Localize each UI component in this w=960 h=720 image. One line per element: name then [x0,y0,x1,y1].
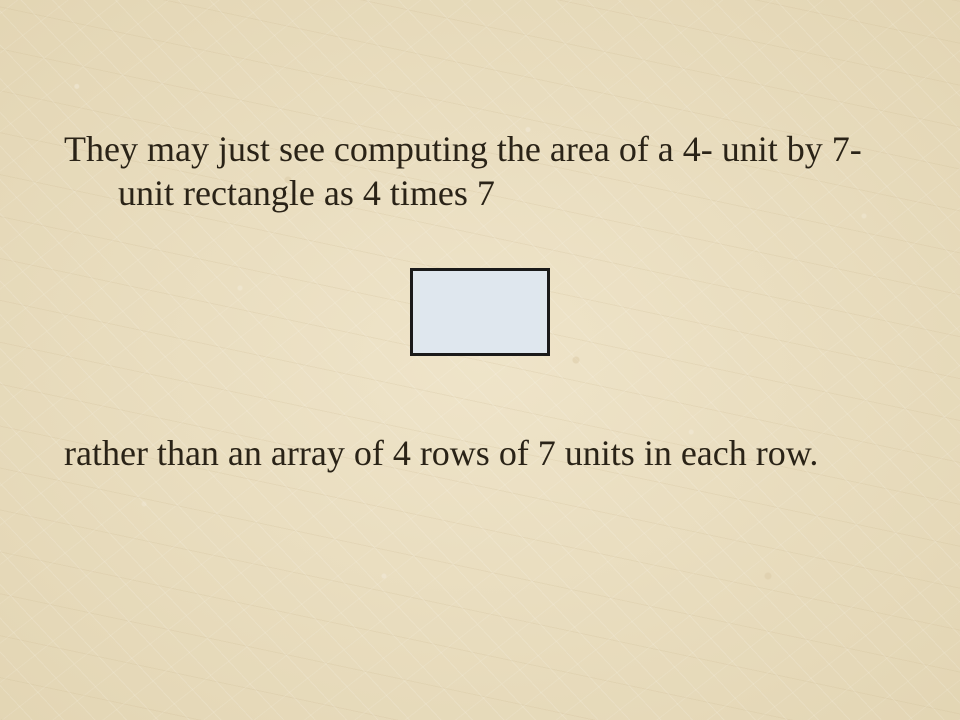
paragraph-1: They may just see computing the area of … [64,128,896,216]
paragraph-2: rather than an array of 4 rows of 7 unit… [64,432,896,476]
slide-content: They may just see computing the area of … [0,0,960,476]
spacer-bottom [64,356,896,432]
spacer-top [64,216,896,268]
slide: They may just see computing the area of … [0,0,960,720]
rectangle-figure [410,268,550,356]
rectangle-row [64,268,896,356]
